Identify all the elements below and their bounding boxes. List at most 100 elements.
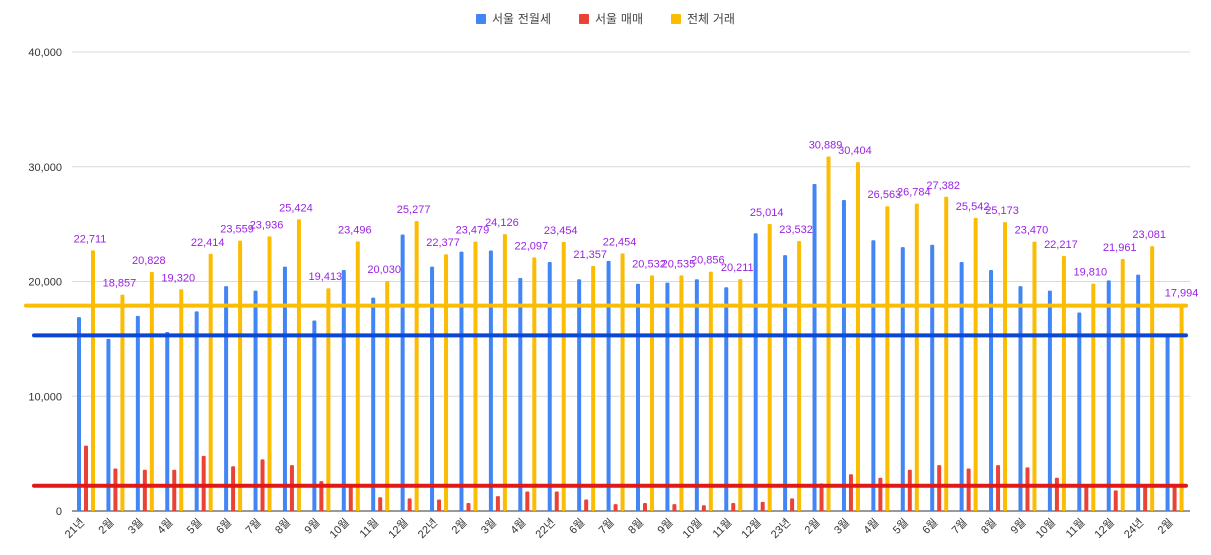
bar-2-27: [885, 206, 890, 511]
bar-1-14: [495, 496, 500, 511]
bar-0-9: [341, 270, 346, 511]
bar-2-2: [149, 271, 154, 511]
legend-item-maemae[interactable]: 서울 매매: [579, 10, 643, 27]
bar-2-22: [738, 279, 743, 511]
x-tick-label-20: 9월: [655, 516, 676, 537]
data-label-20: 20,535: [662, 258, 696, 270]
x-tick-label-33: 10월: [1033, 516, 1058, 541]
bar-2-18: [620, 253, 625, 512]
bar-1-24: [790, 498, 795, 511]
x-tick-label-14: 3월: [478, 516, 499, 537]
bar-0-37: [1165, 335, 1170, 511]
bar-2-4: [208, 253, 213, 511]
bar-2-6: [267, 236, 272, 511]
y-tick-label-30000: 30,000: [28, 162, 62, 174]
bar-2-29: [944, 196, 949, 511]
bar-2-36: [1150, 246, 1155, 512]
chart-legend: 서울 전월세 서울 매매 전체 거래: [0, 10, 1211, 27]
data-label-3: 19,320: [161, 272, 195, 284]
bar-1-19: [643, 502, 647, 511]
x-tick-label-30: 7월: [949, 516, 970, 537]
bar-2-34: [1091, 283, 1096, 511]
x-tick-label-23: 12월: [739, 516, 764, 541]
bar-1-9: [348, 485, 353, 511]
bar-1-16: [554, 491, 559, 511]
bar-1-21: [701, 505, 706, 511]
data-label-12: 22,377: [426, 237, 460, 249]
data-label-32: 23,470: [1015, 225, 1049, 237]
bar-0-36: [1136, 274, 1141, 511]
bar-1-26: [848, 474, 853, 511]
x-tick-label-32: 9월: [1008, 516, 1029, 537]
legend-label-total: 전체 거래: [687, 12, 735, 26]
bar-0-8: [312, 320, 317, 511]
bar-1-35: [1113, 490, 1118, 511]
data-label-21: 20,856: [691, 255, 725, 267]
bar-1-12: [437, 499, 442, 511]
bar-0-34: [1077, 312, 1082, 511]
bar-1-29: [937, 465, 942, 511]
bar-0-33: [1047, 290, 1052, 511]
bar-1-3: [172, 469, 177, 511]
x-tick-label-29: 6월: [920, 516, 941, 537]
bar-2-5: [238, 240, 243, 512]
y-tick-label-0: 0: [56, 506, 62, 518]
bar-2-1: [120, 294, 125, 511]
legend-item-total[interactable]: 전체 거래: [671, 10, 735, 27]
x-tick-label-5: 6월: [214, 516, 235, 537]
x-tick-label-36: 24년: [1121, 516, 1146, 541]
x-tick-label-34: 11월: [1063, 516, 1087, 540]
legend-label-jeonwolse: 서울 전월세: [492, 12, 552, 26]
legend-swatch-maemae: [579, 13, 590, 24]
x-tick-label-10: 11월: [357, 516, 381, 540]
x-tick-label-26: 3월: [831, 516, 852, 537]
bar-1-27: [878, 477, 883, 511]
bar-1-31: [996, 465, 1001, 511]
bar-2-7: [296, 219, 301, 512]
legend-item-jeonwolse[interactable]: 서울 전월세: [476, 10, 551, 27]
bar-2-9: [355, 241, 360, 511]
bar-0-13: [459, 251, 464, 512]
x-tick-label-3: 4월: [155, 516, 176, 537]
data-label-11: 25,277: [397, 204, 431, 216]
y-tick-label-10000: 10,000: [28, 391, 62, 403]
bar-2-24: [797, 240, 802, 511]
bar-2-12: [444, 254, 449, 511]
bar-1-2: [142, 469, 147, 511]
bar-1-17: [584, 499, 589, 511]
data-label-7: 25,424: [279, 202, 313, 214]
data-label-35: 21,961: [1103, 242, 1137, 254]
bar-0-3: [165, 331, 170, 511]
data-label-4: 22,414: [191, 237, 225, 249]
bar-0-6: [253, 290, 258, 511]
data-label-34: 19,810: [1073, 267, 1107, 279]
y-tick-label-40000: 40,000: [28, 47, 62, 59]
x-tick-label-17: 6월: [567, 516, 588, 537]
bar-0-10: [371, 297, 376, 511]
bar-2-31: [1003, 222, 1008, 511]
bar-1-1: [113, 468, 118, 511]
bar-1-7: [289, 465, 294, 511]
bar-0-7: [282, 266, 287, 511]
bar-1-22: [731, 502, 736, 511]
x-tick-label-24: 23년: [768, 516, 793, 541]
bar-2-13: [473, 241, 478, 511]
legend-swatch-jeonwolse: [476, 13, 486, 24]
bar-2-19: [650, 275, 654, 511]
bar-2-16: [561, 241, 566, 511]
bar-1-15: [525, 491, 530, 511]
x-tick-label-8: 9월: [302, 516, 323, 537]
data-label-37: 17,994: [1165, 288, 1199, 300]
x-tick-label-21: 10월: [680, 516, 705, 541]
y-tick-label-20000: 20,000: [28, 277, 62, 289]
bar-0-31: [989, 270, 994, 511]
bar-0-21: [694, 279, 699, 511]
bar-0-25: [812, 183, 817, 511]
x-tick-label-37: 2월: [1155, 516, 1176, 537]
data-label-6: 23,936: [250, 219, 284, 231]
bar-1-30: [966, 468, 971, 511]
bar-1-28: [907, 469, 912, 511]
x-tick-label-4: 5월: [184, 516, 205, 537]
bar-1-8: [319, 481, 324, 511]
